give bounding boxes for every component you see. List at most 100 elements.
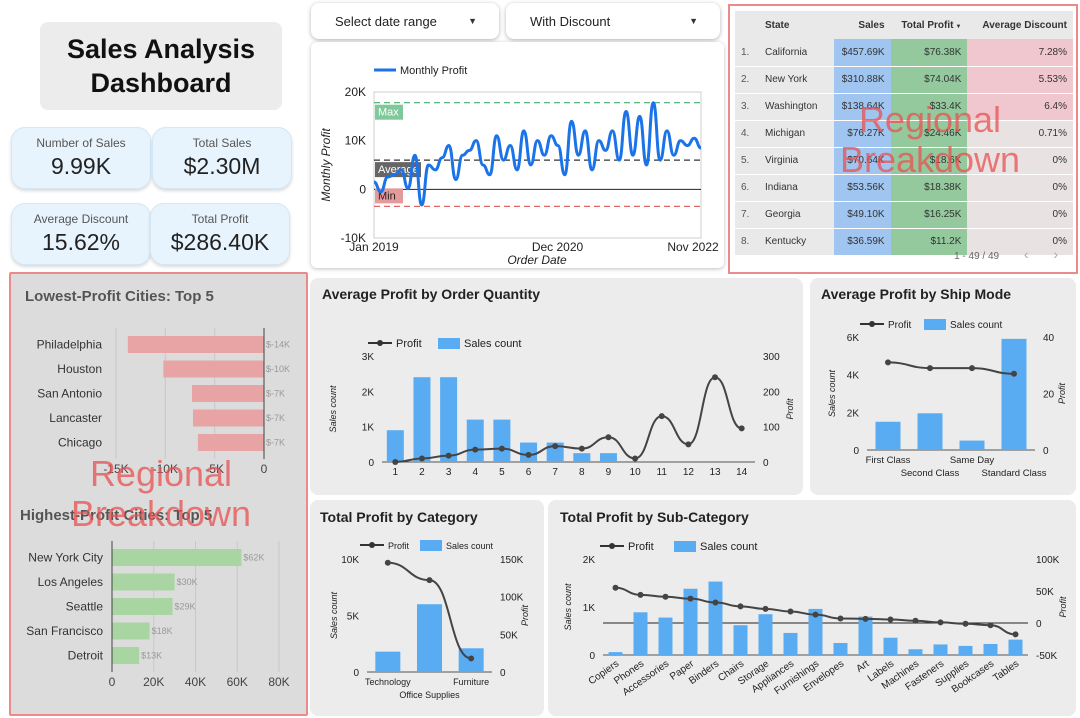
bar — [112, 549, 242, 566]
discount-dropdown[interactable]: With Discount ▼ — [506, 3, 720, 39]
y-right-tick-label: 50K — [1036, 587, 1054, 598]
y-left-tick-label: 1K — [362, 423, 375, 434]
state-table: State Sales Total Profit ▼ Average Discou… — [735, 11, 1073, 256]
profit-marker — [912, 617, 919, 624]
column-header-sales[interactable]: Sales — [833, 11, 891, 39]
x-tick-label: 12 — [683, 467, 695, 478]
y-right-tick-label: 20 — [1043, 390, 1055, 401]
table-row[interactable]: 2. New York $310.88K $74.04K 5.53% — [735, 66, 1073, 94]
bar — [875, 421, 901, 450]
profit-marker — [927, 365, 933, 372]
bar — [758, 614, 773, 655]
x-tick-label: 14 — [736, 467, 748, 478]
table-row[interactable]: 4. Michigan $76.27K $24.46K 0.71% — [735, 120, 1073, 148]
bar — [683, 588, 698, 655]
value-label: $-7K — [266, 413, 285, 423]
category-label: Chicago — [58, 436, 102, 450]
table-row[interactable]: 7. Georgia $49.10K $16.25K 0% — [735, 201, 1073, 229]
value-label: $-14K — [266, 340, 290, 350]
y-right-axis-label: Profit — [520, 605, 530, 627]
y-right-tick-label: 0 — [763, 458, 769, 469]
x-tick-label: Second Class — [901, 468, 960, 479]
profit-marker — [812, 611, 819, 618]
profit-marker — [384, 559, 391, 566]
x-tick-label: 40K — [185, 675, 206, 689]
kpi-total-sales: Total Sales $2.30M — [152, 127, 292, 189]
profit-marker — [578, 445, 585, 452]
bar — [599, 453, 617, 462]
bar — [386, 430, 404, 462]
table-row[interactable]: 1. California $457.69K $76.38K 7.28% — [735, 39, 1073, 67]
x-tick-label: 0 — [261, 462, 268, 476]
discount-cell: 6.4% — [967, 93, 1073, 121]
y-left-tick-label: 4K — [847, 371, 860, 382]
profit-marker — [685, 441, 692, 448]
bar — [197, 434, 264, 451]
bar — [733, 625, 748, 655]
category-label: Los Angeles — [38, 575, 103, 589]
x-tick-label: Office Supplies — [399, 690, 460, 700]
profit-marker — [1011, 370, 1017, 377]
y-left-axis-label: Sales count — [328, 385, 338, 433]
bar — [417, 604, 442, 672]
monthly-profit-panel: Monthly Profit 20K 10K 0 -10K Max Average Min Ja… — [311, 42, 724, 268]
column-header-average-discount[interactable]: Average Discount — [967, 11, 1073, 39]
chevron-right-icon[interactable]: › — [1053, 246, 1058, 262]
bar — [466, 419, 484, 462]
legend-profit-marker — [377, 340, 383, 346]
sales-cell: $76.27K — [833, 120, 891, 148]
x-tick-label: 3 — [446, 467, 452, 478]
dashboard-title: Sales Analysis Dashboard — [40, 22, 282, 110]
y-tick-label: 10K — [345, 134, 366, 148]
value-label: $-7K — [266, 389, 285, 399]
y-right-tick-label: 40 — [1043, 333, 1055, 344]
sales-cell: $49.10K — [833, 201, 891, 229]
category-label: Houston — [57, 362, 102, 376]
profit-marker — [887, 616, 894, 623]
column-header-state[interactable]: State — [735, 11, 834, 39]
table-row[interactable]: 8. Kentucky $36.59K $11.2K 0% — [735, 228, 1073, 256]
table-row[interactable]: 6. Indiana $53.56K $18.38K 0% — [735, 174, 1073, 202]
y-tick-label: 20K — [345, 85, 366, 99]
discount-cell: 0% — [967, 201, 1073, 229]
table-row[interactable]: 5. Virginia $70.64K $18.6K 0% — [735, 147, 1073, 175]
profit-marker — [738, 425, 745, 432]
column-header-total-profit[interactable]: Total Profit ▼ — [890, 11, 968, 39]
row-number: 8. — [735, 228, 761, 256]
profit-line — [887, 361, 1015, 375]
bar — [658, 617, 673, 655]
legend-sales-label: Sales count — [950, 320, 1002, 331]
profit-marker — [712, 374, 719, 381]
category-label: New York City — [28, 551, 103, 565]
chevron-left-icon[interactable]: ‹ — [1023, 246, 1029, 262]
monthly-profit-chart: Monthly Profit20K10K0-10KMaxAverageMinJa… — [319, 65, 719, 267]
sort-desc-icon: ▼ — [955, 23, 962, 30]
x-tick-label: 20K — [143, 675, 164, 689]
x-tick-label: Jan 2019 — [349, 240, 399, 254]
y-left-axis-label: Sales count — [329, 591, 339, 639]
x-tick-label: Tables — [991, 658, 1021, 684]
table-row[interactable]: 3. Washington $138.64K $33.4K 6.4% — [735, 93, 1073, 121]
y-right-tick-label: -50K — [1036, 651, 1057, 662]
quantity-panel: Average Profit by Order Quantity Profit S… — [310, 278, 803, 495]
plot-frame — [373, 91, 702, 239]
bar — [858, 616, 873, 655]
row-number: 6. — [735, 174, 761, 202]
category-label: Philadelphia — [37, 338, 103, 352]
sales-cell: $310.88K — [833, 66, 891, 94]
state-cell: New York — [761, 66, 834, 94]
profit-marker — [552, 443, 559, 450]
legend-profit-label: Profit — [396, 338, 422, 350]
y-tick-label: 0 — [359, 182, 366, 196]
kpi-value: $286.40K — [170, 229, 270, 255]
profit-marker — [418, 455, 425, 462]
y-left-tick-label: 1K — [583, 603, 596, 614]
y-left-tick-label: 0 — [353, 668, 359, 679]
kpi-label: Total Sales — [192, 136, 252, 150]
subcategory-chart-title: Total Profit by Sub-Category — [560, 509, 749, 525]
x-tick-label: First Class — [866, 455, 911, 466]
row-number: 7. — [735, 201, 761, 229]
category-label: Seattle — [66, 600, 104, 614]
y-right-tick-label: 150K — [500, 555, 524, 566]
date-range-dropdown[interactable]: Select date range ▼ — [311, 3, 499, 39]
